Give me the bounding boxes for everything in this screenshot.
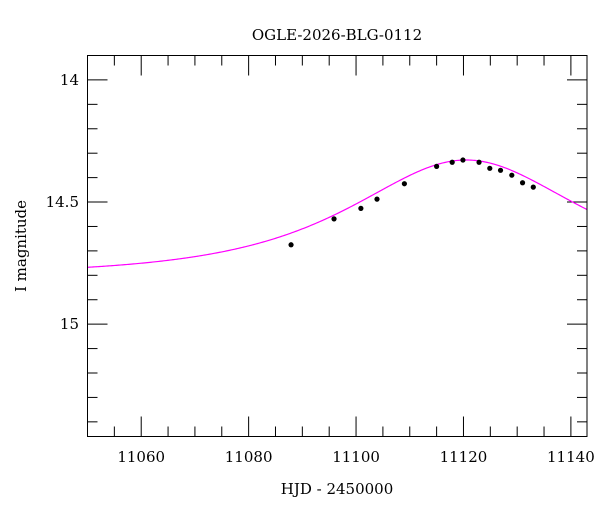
data-point	[331, 216, 337, 222]
data-points	[288, 157, 536, 248]
plot-frame	[87, 55, 588, 437]
data-point	[509, 172, 515, 178]
data-point	[374, 196, 380, 202]
x-tick-label: 11100	[332, 448, 380, 466]
y-tick-label: 15	[60, 315, 79, 333]
data-point	[519, 180, 526, 186]
data-point	[449, 159, 455, 165]
data-point	[497, 167, 504, 173]
x-axis-label: HJD - 2450000	[281, 480, 394, 498]
axis-ticks	[87, 55, 587, 437]
data-point	[401, 181, 407, 187]
x-tick-label: 11140	[547, 448, 595, 466]
data-point	[434, 163, 440, 169]
data-point	[487, 165, 493, 171]
x-tick-label: 11120	[440, 448, 488, 466]
model-curve	[87, 159, 588, 268]
x-tick-label: 11080	[225, 448, 273, 466]
x-tick-label: 11060	[117, 448, 165, 466]
data-point	[530, 184, 536, 190]
data-point	[460, 157, 466, 163]
data-point	[288, 242, 294, 248]
chart-title: OGLE-2026-BLG-0112	[252, 26, 422, 44]
axis-tick-labels: 11060 11080 11100 11120 11140 14 14.5 15	[46, 71, 595, 466]
y-axis-label: I magnitude	[12, 200, 30, 292]
y-tick-label: 14.5	[46, 193, 79, 211]
y-tick-label: 14	[60, 71, 79, 89]
data-point	[358, 205, 364, 211]
data-point	[476, 159, 482, 165]
